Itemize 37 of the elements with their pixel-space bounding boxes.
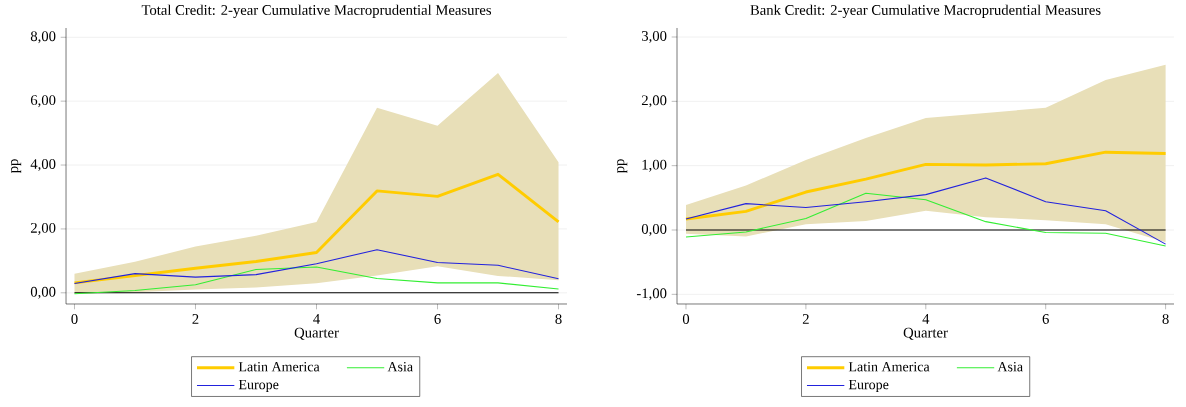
line-series (685, 192, 1167, 247)
line-series (684, 150, 1168, 221)
y-tick-label: 2,00 (30, 222, 56, 235)
x-tick-label: 2 (192, 314, 199, 324)
chart-title: Total Credit: 2-year Cumulative Macroprudential Measures (141, 4, 492, 18)
x-tick-label: 8 (1162, 314, 1169, 324)
x-tick-label: 6 (1042, 314, 1049, 324)
x-axis-title: Quarter (294, 327, 339, 340)
x-tick-label: 2 (802, 314, 809, 324)
legend-label: Europe (238, 379, 279, 393)
legend-label: Latin America (848, 362, 930, 372)
legend-label: Asia (387, 362, 413, 372)
y-tick-label: 8,00 (30, 31, 56, 44)
y-tick-label: 2,00 (641, 95, 667, 108)
y-tick-label: -1,00 (636, 288, 667, 301)
x-tick-label: 0 (71, 314, 78, 324)
y-tick-label: 1,00 (642, 159, 667, 172)
y-tick-label: 3,00 (642, 31, 667, 44)
legend-label: Latin America (238, 362, 320, 372)
y-tick-label: 0,00 (30, 286, 56, 299)
line-series (73, 249, 560, 285)
x-axis-title: Quarter (903, 327, 948, 340)
x-tick-label: 4 (922, 314, 930, 324)
x-tick-label: 8 (555, 314, 562, 324)
x-tick-label: 0 (682, 314, 690, 324)
y-tick-label: 0,00 (641, 224, 667, 237)
y-axis-title: pp (617, 159, 628, 174)
x-tick-label: 6 (434, 314, 441, 324)
chart-title: Bank Credit: 2-year Cumulative Macroprudential Measures (750, 4, 1101, 18)
legend-label: Europe (848, 379, 889, 393)
legend-label: Asia (997, 362, 1023, 372)
y-axis-title: pp (11, 159, 22, 174)
line-series (685, 177, 1167, 245)
line-series (73, 266, 560, 295)
y-tick-label: 4,00 (30, 159, 56, 172)
y-tick-label: 6,00 (30, 95, 56, 108)
x-tick-label: 4 (313, 314, 320, 324)
